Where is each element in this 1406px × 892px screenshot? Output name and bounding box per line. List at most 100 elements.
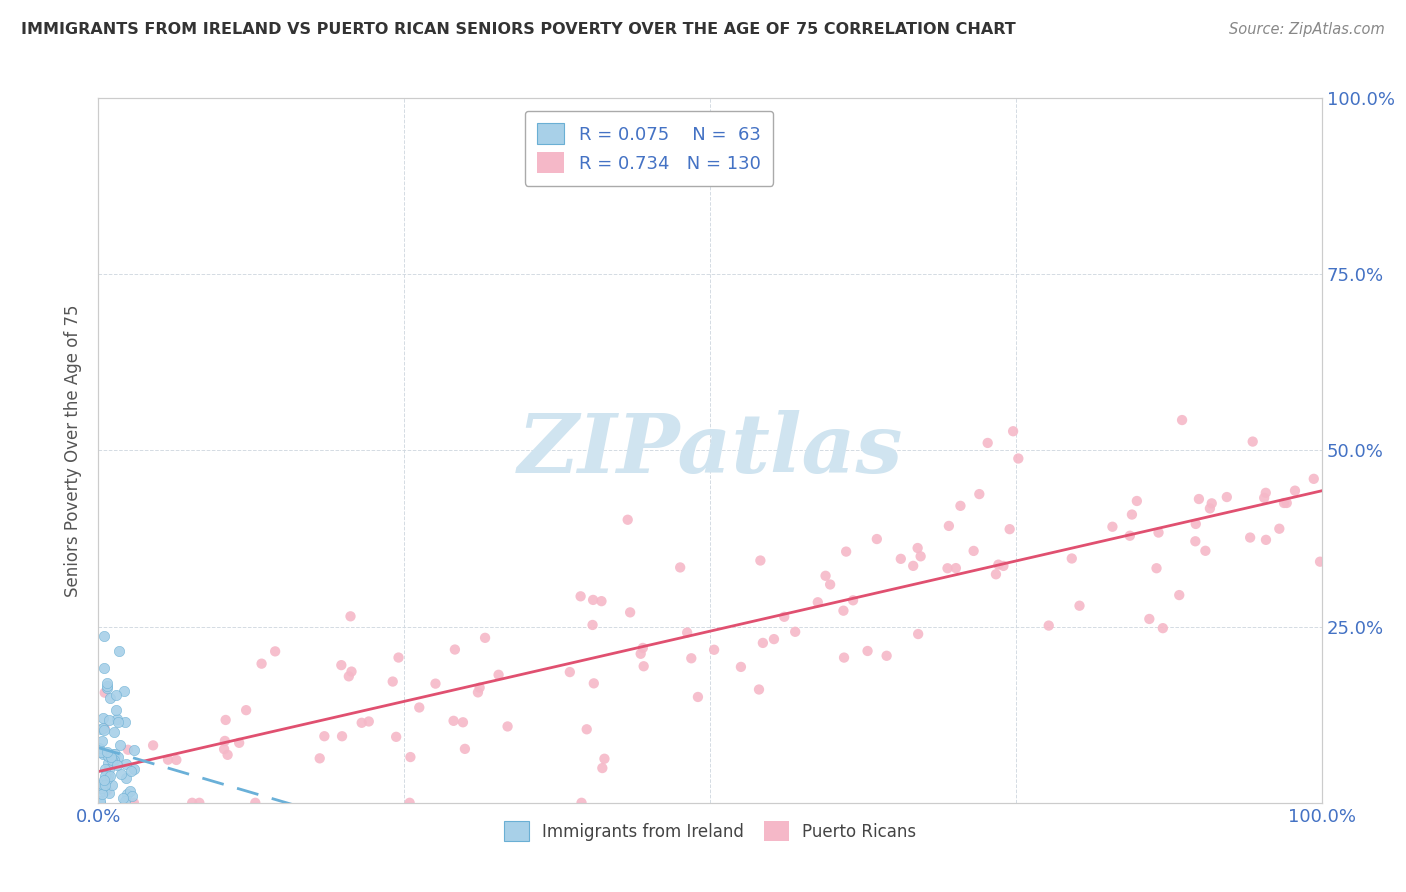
Point — [496, 719, 519, 733]
Point — [142, 739, 165, 753]
Point — [591, 761, 613, 775]
Point — [93, 780, 115, 794]
Point — [984, 567, 1007, 582]
Point — [1216, 490, 1239, 504]
Point — [350, 715, 373, 730]
Point — [91, 778, 114, 792]
Point — [730, 660, 752, 674]
Point — [938, 519, 960, 533]
Text: IMMIGRANTS FROM IRELAND VS PUERTO RICAN SENIORS POVERTY OVER THE AGE OF 75 CORRE: IMMIGRANTS FROM IRELAND VS PUERTO RICAN … — [21, 22, 1017, 37]
Point — [108, 738, 131, 752]
Point — [1199, 501, 1222, 516]
Point — [98, 690, 121, 705]
Point — [1272, 496, 1295, 510]
Point — [1146, 561, 1168, 575]
Point — [115, 771, 138, 785]
Point — [1171, 413, 1194, 427]
Point — [114, 757, 136, 772]
Point — [1126, 494, 1149, 508]
Point — [97, 769, 120, 783]
Point — [245, 796, 267, 810]
Point — [235, 703, 257, 717]
Point — [228, 736, 250, 750]
Point — [593, 752, 616, 766]
Point — [93, 784, 115, 798]
Point — [107, 643, 129, 657]
Point — [250, 657, 273, 671]
Point — [582, 593, 605, 607]
Point — [98, 713, 121, 727]
Point — [93, 723, 115, 737]
Legend: Immigrants from Ireland, Puerto Ricans: Immigrants from Ireland, Puerto Ricans — [498, 814, 922, 847]
Point — [1137, 612, 1160, 626]
Point — [96, 756, 118, 771]
Point — [156, 753, 179, 767]
Point — [94, 762, 117, 776]
Y-axis label: Seniors Poverty Over the Age of 75: Seniors Poverty Over the Age of 75 — [65, 304, 83, 597]
Point — [217, 747, 239, 762]
Point — [398, 796, 420, 810]
Point — [122, 762, 145, 776]
Point — [93, 629, 115, 643]
Point — [856, 644, 879, 658]
Point — [408, 700, 430, 714]
Point — [90, 777, 112, 791]
Point — [103, 725, 125, 739]
Point — [454, 742, 477, 756]
Point — [96, 681, 118, 695]
Point — [107, 715, 129, 730]
Point — [785, 624, 807, 639]
Point — [1152, 621, 1174, 635]
Point — [976, 436, 998, 450]
Point — [114, 715, 136, 730]
Point — [619, 606, 641, 620]
Point — [120, 764, 142, 778]
Point — [832, 604, 855, 618]
Point — [385, 730, 408, 744]
Point — [91, 721, 114, 735]
Point — [1268, 522, 1291, 536]
Point — [122, 796, 145, 810]
Point — [214, 713, 236, 727]
Point — [93, 772, 115, 787]
Point — [876, 648, 898, 663]
Point — [1241, 434, 1264, 449]
Point — [212, 742, 235, 756]
Point — [907, 541, 929, 555]
Point — [1121, 508, 1143, 522]
Point — [616, 513, 638, 527]
Point — [558, 665, 581, 679]
Point — [835, 544, 858, 558]
Point — [1201, 496, 1223, 510]
Point — [1184, 534, 1206, 549]
Point — [214, 734, 236, 748]
Point — [337, 669, 360, 683]
Point — [581, 618, 603, 632]
Point — [188, 796, 211, 810]
Point — [630, 647, 652, 661]
Point — [681, 651, 703, 665]
Point — [93, 686, 115, 700]
Point — [969, 487, 991, 501]
Point — [425, 676, 447, 690]
Point — [90, 722, 112, 736]
Point — [451, 715, 474, 730]
Point — [93, 721, 115, 735]
Point — [1007, 451, 1029, 466]
Point — [96, 783, 118, 797]
Point — [488, 667, 510, 681]
Point — [1254, 533, 1277, 547]
Point — [467, 685, 489, 699]
Point — [1147, 525, 1170, 540]
Point — [949, 499, 972, 513]
Point — [90, 734, 112, 748]
Point — [111, 790, 134, 805]
Point — [890, 552, 912, 566]
Point — [340, 665, 363, 679]
Point — [842, 593, 865, 607]
Point — [1038, 618, 1060, 632]
Point — [90, 745, 112, 759]
Point — [381, 674, 404, 689]
Point — [114, 794, 136, 808]
Point — [124, 743, 146, 757]
